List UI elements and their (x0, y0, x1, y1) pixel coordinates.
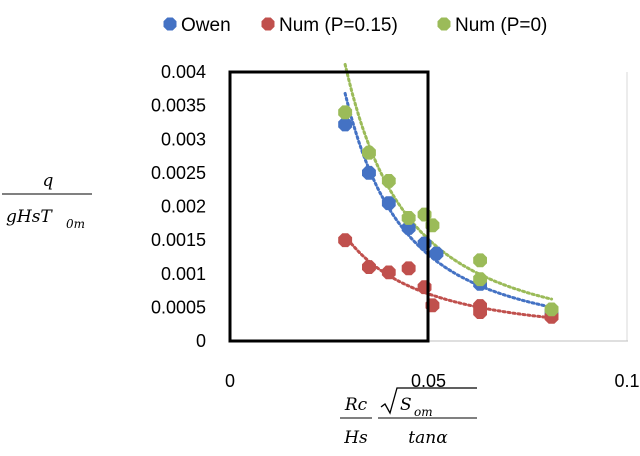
data-point (338, 105, 353, 120)
data-point (338, 233, 353, 248)
data-point (362, 145, 376, 160)
data-point (338, 117, 353, 132)
data-point (381, 265, 396, 280)
y-tick-label: 0.003 (161, 129, 206, 149)
trendline-num-p-0- (343, 62, 554, 301)
data-point (381, 196, 396, 211)
y-label-denominator: gHsT (6, 207, 53, 227)
data-point (362, 165, 376, 180)
data-point (473, 253, 487, 268)
plot-border (228, 70, 430, 343)
trendline-num-p-0-15- (343, 234, 554, 320)
x-label-den1: Hs (343, 428, 368, 448)
x-tick-label: 0.05 (411, 371, 446, 391)
data-point (362, 260, 376, 274)
trendlines (343, 62, 554, 320)
x-axis-label: Rc Hs S om tanα (340, 387, 477, 448)
x-label-num2: S (400, 395, 412, 415)
y-tick-label: 0.0015 (151, 230, 206, 250)
y-tick-label: 0.0035 (151, 96, 206, 116)
x-label-num2-sub: om (414, 405, 433, 419)
data-point (401, 261, 416, 276)
y-tick-label: 0.0005 (151, 297, 206, 317)
data-point (401, 211, 416, 225)
y-label-numerator: q (43, 171, 54, 191)
legend-marker (261, 17, 275, 31)
sqrt-sign (380, 387, 477, 415)
x-label-num1: Rc (344, 395, 368, 415)
data-point (429, 246, 444, 261)
legend-label: Num (P=0) (455, 15, 547, 36)
x-tick-label: 0 (225, 371, 235, 391)
y-tick-label: 0.002 (161, 197, 206, 217)
y-tick-labels: 0 0.0005 0.001 0.0015 0.002 0.0025 0.003 0.0035… (151, 62, 206, 351)
data-point (473, 272, 487, 287)
x-tick-labels: 0 0.05 0.1 (225, 371, 640, 391)
legend-marker (437, 17, 451, 31)
trendline-owen (343, 91, 554, 309)
legend-label: Owen (181, 15, 231, 36)
y-axis-label: q gHsT 0m (2, 171, 92, 231)
legend: Owen Num (P=0.15) Num (P=0) (163, 15, 547, 36)
legend-marker (163, 17, 177, 31)
data-point (473, 305, 487, 319)
y-label-denominator-sub: 0m (66, 217, 85, 231)
x-label-den2: tanα (408, 428, 448, 448)
data-point (401, 221, 416, 235)
y-tick-label: 0 (196, 331, 206, 351)
y-tick-label: 0.004 (161, 62, 206, 82)
legend-label: Num (P=0.15) (279, 15, 398, 36)
data-point (544, 302, 559, 317)
y-tick-label: 0.0025 (151, 163, 206, 183)
x-tick-label: 0.1 (614, 371, 639, 391)
y-tick-label: 0.001 (161, 264, 206, 284)
plot-area (228, 62, 628, 343)
data-point (381, 174, 396, 188)
